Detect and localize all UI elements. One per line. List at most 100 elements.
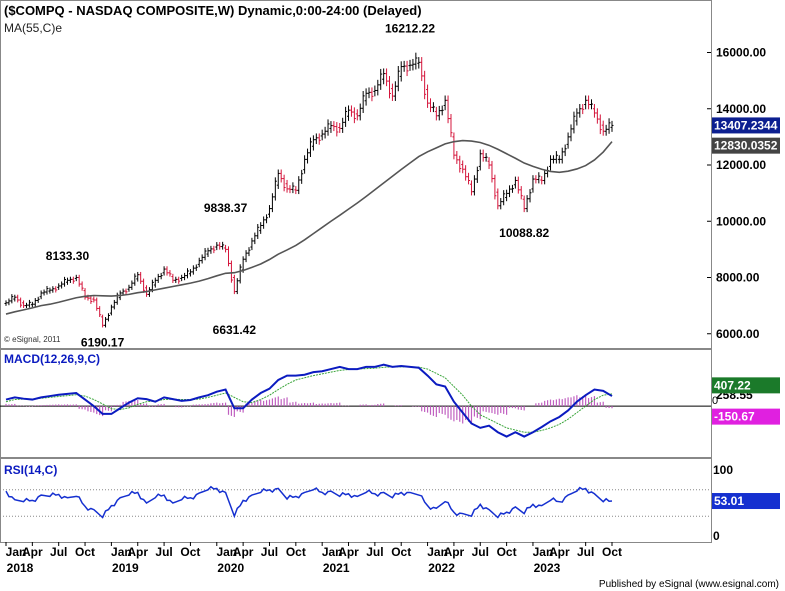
price-bar xyxy=(206,247,210,258)
price-bar xyxy=(13,294,17,302)
price-bar xyxy=(19,297,23,308)
price-bar xyxy=(341,117,345,133)
x-month-label: Apr xyxy=(127,545,148,559)
macd-zero-tick: 0 xyxy=(712,395,718,407)
x-month-label: Oct xyxy=(180,545,200,559)
price-bar xyxy=(89,295,93,304)
price-bar xyxy=(440,105,444,116)
price-bar xyxy=(560,147,564,164)
rsi-line xyxy=(5,485,613,519)
price-bar xyxy=(136,271,140,282)
price-bar xyxy=(247,247,251,257)
price-bar xyxy=(147,287,151,297)
price-bar xyxy=(276,169,280,189)
price-bar xyxy=(308,137,312,158)
price-bar xyxy=(405,60,409,77)
macd-hist-box xyxy=(712,408,780,425)
price-bar xyxy=(455,150,459,164)
price-bar xyxy=(300,169,304,184)
price-bar xyxy=(484,153,488,162)
annotation-label: 16212.22 xyxy=(385,22,435,36)
price-bar xyxy=(499,198,503,210)
price-bar xyxy=(472,175,476,196)
price-bar xyxy=(112,299,116,310)
x-month-label: Jan xyxy=(533,545,554,559)
price-bar xyxy=(382,68,386,85)
price-bar xyxy=(452,132,456,160)
macd-hist-text: -150.67 xyxy=(714,410,755,424)
price-bar xyxy=(311,135,315,151)
price-bar xyxy=(60,281,64,289)
price-bar xyxy=(124,288,128,295)
price-bar xyxy=(385,68,389,87)
price-bar xyxy=(80,281,84,291)
price-bar xyxy=(273,177,277,201)
price-bar xyxy=(197,257,201,268)
price-bar xyxy=(443,95,447,111)
x-month-label: Oct xyxy=(391,545,411,559)
price-bar xyxy=(30,301,34,308)
x-year-label: 2019 xyxy=(112,561,139,575)
price-bar xyxy=(288,185,292,194)
x-month-label: Jul xyxy=(155,545,172,559)
price-bar xyxy=(165,266,169,276)
rsi-title: RSI(14,C) xyxy=(4,463,57,477)
price-bar xyxy=(200,254,204,264)
x-year-label: 2022 xyxy=(428,561,455,575)
price-bar xyxy=(519,186,523,200)
price-bar xyxy=(48,287,52,294)
x-month-label: Apr xyxy=(338,545,359,559)
price-bar xyxy=(367,87,371,99)
price-bar xyxy=(370,87,374,102)
price-bar xyxy=(63,276,67,287)
price-bar xyxy=(221,241,225,250)
price-bar xyxy=(572,111,576,134)
price-bar xyxy=(115,292,119,305)
price-bar xyxy=(256,223,260,239)
price-bar xyxy=(496,188,500,210)
price-bar xyxy=(186,268,190,279)
x-year-label: 2021 xyxy=(323,561,350,575)
macd-title: MACD(12,26,9,C) xyxy=(4,352,100,366)
price-bar xyxy=(106,313,110,322)
price-bar xyxy=(528,189,532,203)
x-month-label: Jan xyxy=(6,545,27,559)
price-bar xyxy=(139,271,143,284)
watermark: © eSignal, 2011 xyxy=(4,335,61,344)
price-bar xyxy=(522,195,526,213)
price-bar xyxy=(171,273,175,283)
price-bar xyxy=(57,283,61,290)
price-bar xyxy=(27,299,31,308)
price-bar xyxy=(364,88,368,106)
price-bar xyxy=(525,195,529,213)
price-bar xyxy=(262,216,266,229)
price-bar xyxy=(604,124,608,136)
price-bar xyxy=(417,57,421,69)
price-bar xyxy=(449,113,453,138)
price-bar xyxy=(598,114,602,135)
price-bar xyxy=(534,175,538,184)
price-bar xyxy=(74,274,78,282)
price-bar xyxy=(408,59,412,71)
price-bar xyxy=(238,264,242,284)
price-bar xyxy=(159,272,163,280)
price-ytick-label: 12000.00 xyxy=(716,158,766,172)
price-bar xyxy=(510,184,514,193)
price-bar xyxy=(426,84,430,108)
price-bar xyxy=(467,172,471,185)
x-month-label: Oct xyxy=(286,545,306,559)
price-bar xyxy=(314,133,318,145)
x-month-label: Apr xyxy=(549,545,570,559)
price-bar xyxy=(71,276,75,284)
price-ytick-label: 6000.00 xyxy=(716,327,760,341)
price-bar xyxy=(317,133,321,145)
price-bar xyxy=(42,289,46,296)
panel-frames xyxy=(0,0,712,543)
price-bar xyxy=(270,193,274,213)
price-bar xyxy=(358,103,362,121)
price-bar xyxy=(431,102,435,113)
last-price-box xyxy=(712,117,780,134)
